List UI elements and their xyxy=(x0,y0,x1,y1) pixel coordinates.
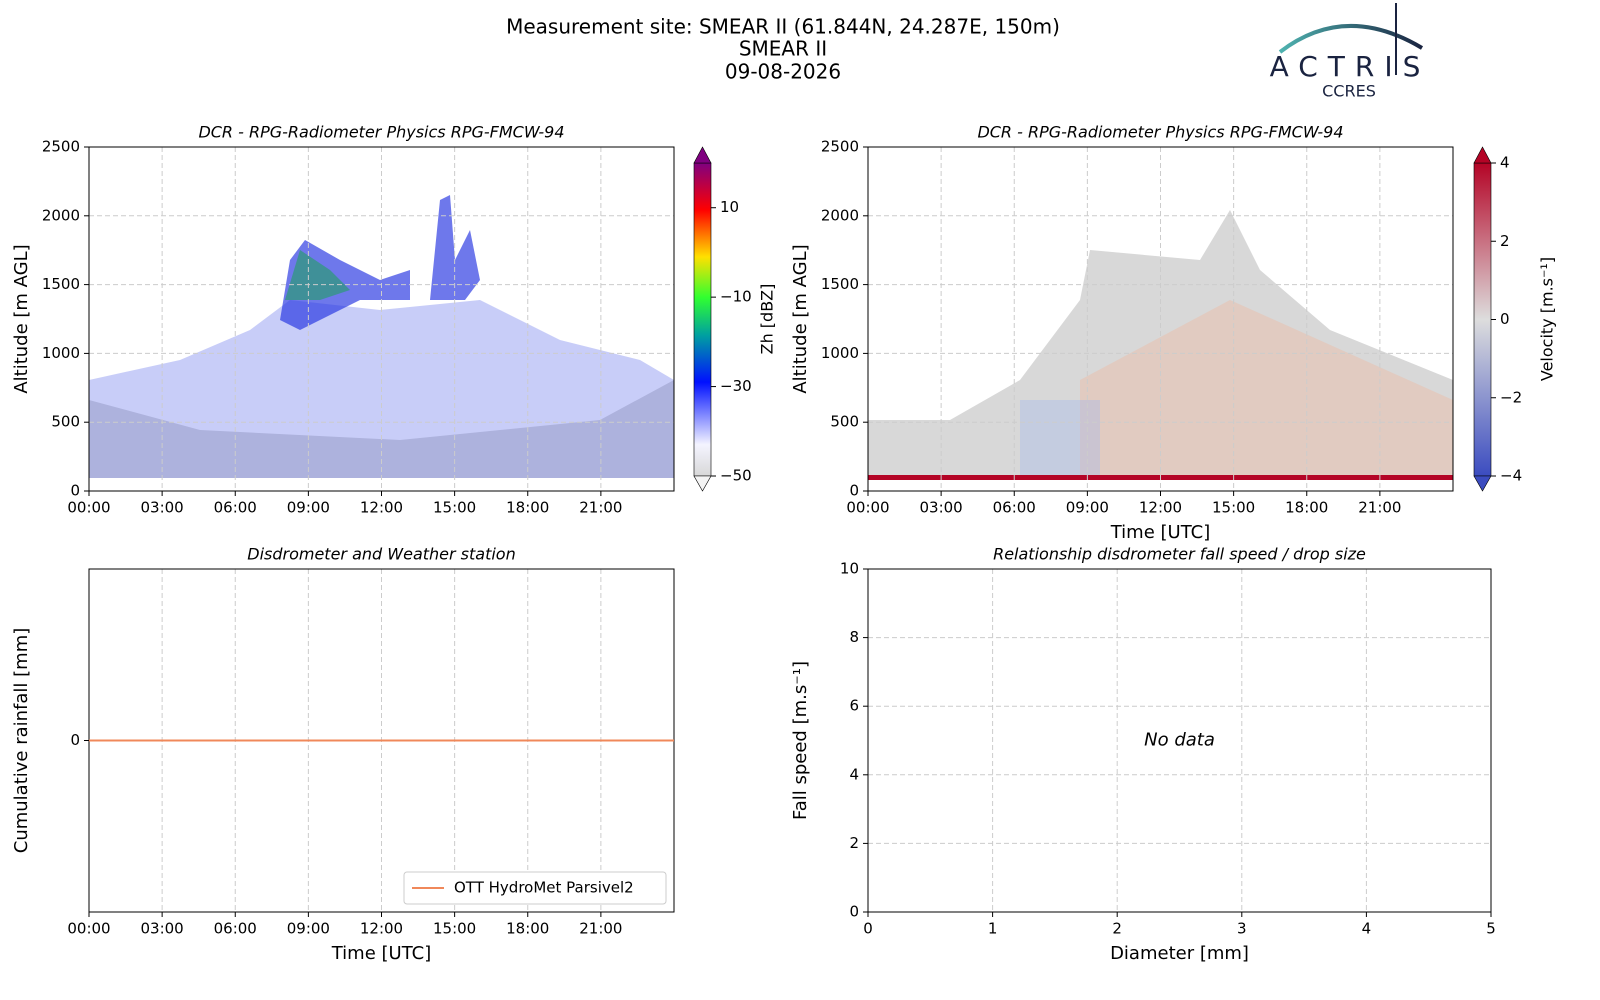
colorbar-tick-label: 2 xyxy=(1500,232,1510,250)
y-axis-label: Fall speed [m.s⁻¹] xyxy=(790,661,811,820)
header-line: Measurement site: SMEAR II (61.844N, 24.… xyxy=(506,15,1060,39)
y-tick-label: 0 xyxy=(849,482,859,500)
x-tick-label: 18:00 xyxy=(506,499,549,517)
x-tick-label: 1 xyxy=(988,920,998,938)
x-tick-label: 03:00 xyxy=(141,499,184,517)
x-tick-label: 06:00 xyxy=(214,920,257,938)
x-tick-label: 21:00 xyxy=(579,920,622,938)
x-axis-label: Time [UTC] xyxy=(331,943,432,964)
x-tick-label: 21:00 xyxy=(1358,499,1401,517)
x-tick-label: 15:00 xyxy=(1212,499,1255,517)
chart-title: DCR - RPG-Radiometer Physics RPG-FMCW-94 xyxy=(977,123,1343,142)
x-tick-label: 0 xyxy=(863,920,873,938)
x-tick-label: 3 xyxy=(1237,920,1247,938)
colorbar-extension xyxy=(693,475,712,492)
colorbar-tick-label: −4 xyxy=(1500,467,1522,485)
x-axis-label: Time [UTC] xyxy=(1110,522,1211,543)
colorbar-tick-label: −2 xyxy=(1500,388,1522,406)
y-tick-label: 500 xyxy=(51,413,80,431)
colorbar-tick-label: 10 xyxy=(720,198,739,216)
header-line: 09-08-2026 xyxy=(725,60,841,84)
x-tick-label: 2 xyxy=(1112,920,1122,938)
y-tick-label: 0 xyxy=(849,903,859,921)
colorbar-tick-label: −10 xyxy=(720,288,752,306)
x-tick-label: 21:00 xyxy=(579,499,622,517)
y-axis-label: Altitude [m AGL] xyxy=(790,244,811,393)
colorbar-label: Velocity [m.s⁻¹] xyxy=(1538,257,1557,381)
y-tick-label: 1500 xyxy=(42,275,80,293)
colorbar-extension xyxy=(693,146,712,164)
x-tick-label: 09:00 xyxy=(287,920,330,938)
x-tick-label: 03:00 xyxy=(141,920,184,938)
logo-arc xyxy=(1278,23,1424,54)
colorbar-label: Zh [dBZ] xyxy=(758,284,777,355)
y-tick-label: 8 xyxy=(849,628,859,646)
y-tick-label: 2000 xyxy=(42,206,80,224)
colorbar-extension xyxy=(1473,475,1492,492)
x-tick-label: 00:00 xyxy=(846,499,889,517)
x-tick-label: 15:00 xyxy=(433,920,476,938)
chart-title: DCR - RPG-Radiometer Physics RPG-FMCW-94 xyxy=(198,123,564,142)
y-axis-label: Altitude [m AGL] xyxy=(11,244,32,393)
x-tick-label: 12:00 xyxy=(360,920,403,938)
x-tick-label: 18:00 xyxy=(1285,499,1328,517)
chart-title: Relationship disdrometer fall speed / dr… xyxy=(993,545,1366,564)
y-tick-label: 10 xyxy=(840,560,859,578)
y-tick-label: 2000 xyxy=(821,206,859,224)
y-tick-label: 1000 xyxy=(42,344,80,362)
logo-name: ACTRIS xyxy=(1270,50,1431,83)
x-tick-label: 09:00 xyxy=(287,499,330,517)
y-tick-label: 4 xyxy=(849,765,859,783)
echo-area xyxy=(430,195,480,300)
colorbar-tick-label: −50 xyxy=(720,467,752,485)
x-tick-label: 18:00 xyxy=(506,920,549,938)
y-tick-label: 500 xyxy=(830,413,859,431)
logo-subtitle: CCRES xyxy=(1322,82,1376,101)
y-tick-label: 0 xyxy=(70,731,80,749)
echo-area xyxy=(285,250,350,300)
y-tick-label: 1000 xyxy=(821,344,859,362)
y-tick-label: 2 xyxy=(849,834,859,852)
colorbar xyxy=(1473,162,1492,477)
y-tick-label: 1500 xyxy=(821,275,859,293)
header-line: SMEAR II xyxy=(739,37,827,61)
x-tick-label: 06:00 xyxy=(993,499,1036,517)
colorbar-tick-label: 0 xyxy=(1500,310,1510,328)
legend-label: OTT HydroMet Parsivel2 xyxy=(454,879,634,897)
x-tick-label: 06:00 xyxy=(214,499,257,517)
colorbar-extension xyxy=(1473,146,1492,164)
x-tick-label: 12:00 xyxy=(360,499,403,517)
x-tick-label: 09:00 xyxy=(1066,499,1109,517)
annotation: No data xyxy=(1144,730,1215,751)
chart-title: Disdrometer and Weather station xyxy=(247,545,515,564)
y-tick-label: 2500 xyxy=(821,138,859,156)
x-tick-label: 4 xyxy=(1362,920,1372,938)
colorbar-tick-label: −30 xyxy=(720,377,752,395)
y-axis-label: Cumulative rainfall [mm] xyxy=(11,628,32,854)
colorbar-tick-label: 4 xyxy=(1500,154,1510,172)
x-tick-label: 15:00 xyxy=(433,499,476,517)
x-tick-label: 5 xyxy=(1486,920,1496,938)
legend-box xyxy=(403,871,667,905)
x-tick-label: 00:00 xyxy=(67,920,110,938)
y-tick-label: 6 xyxy=(849,697,859,715)
echo-area xyxy=(1080,300,1453,478)
colorbar xyxy=(693,162,712,477)
plot-frame xyxy=(867,146,1454,492)
logo: ACTRIS CCRES xyxy=(1270,3,1431,101)
x-tick-label: 12:00 xyxy=(1139,499,1182,517)
y-tick-label: 0 xyxy=(70,482,80,500)
plot-frame xyxy=(88,146,675,492)
x-axis-label: Diameter [mm] xyxy=(1110,943,1249,964)
y-tick-label: 2500 xyxy=(42,138,80,156)
x-tick-label: 00:00 xyxy=(67,499,110,517)
plot-frame xyxy=(867,568,1492,913)
echo-area xyxy=(1020,400,1100,478)
x-tick-label: 03:00 xyxy=(920,499,963,517)
